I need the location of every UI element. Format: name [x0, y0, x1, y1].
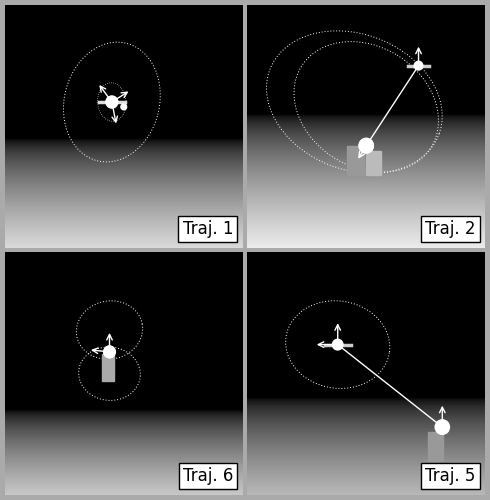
- Circle shape: [106, 96, 118, 108]
- Circle shape: [414, 62, 423, 70]
- Circle shape: [121, 104, 126, 110]
- Circle shape: [359, 138, 373, 153]
- Bar: [366, 150, 381, 175]
- Bar: [347, 146, 364, 175]
- Circle shape: [104, 346, 115, 358]
- Text: Traj. 5: Traj. 5: [425, 468, 476, 485]
- Circle shape: [435, 420, 449, 434]
- Circle shape: [359, 138, 373, 153]
- Bar: [428, 432, 443, 461]
- Circle shape: [333, 340, 343, 350]
- Circle shape: [104, 346, 115, 358]
- Bar: [102, 354, 114, 381]
- Text: Traj. 6: Traj. 6: [183, 468, 233, 485]
- Text: Traj. 2: Traj. 2: [425, 220, 476, 238]
- Text: Traj. 1: Traj. 1: [183, 220, 233, 238]
